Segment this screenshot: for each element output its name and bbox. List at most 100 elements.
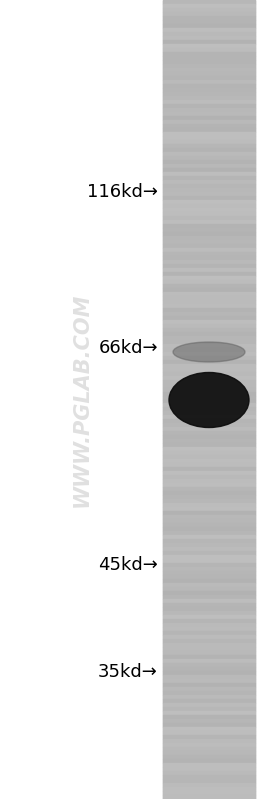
Bar — [163, 795, 255, 799]
Bar — [163, 659, 255, 663]
Bar — [163, 491, 255, 495]
Bar — [163, 376, 255, 380]
Bar — [163, 224, 255, 228]
Bar — [163, 328, 255, 332]
Bar — [163, 52, 255, 56]
Bar — [163, 535, 255, 539]
Bar — [163, 228, 255, 232]
Bar — [163, 400, 255, 403]
Text: WWW.PGLAB.COM: WWW.PGLAB.COM — [72, 292, 92, 507]
Bar — [163, 364, 255, 368]
Bar — [163, 751, 255, 755]
Bar — [163, 48, 255, 52]
Bar — [163, 451, 255, 455]
Bar — [163, 471, 255, 475]
Bar — [163, 272, 255, 276]
Bar — [163, 132, 255, 136]
Bar — [163, 140, 255, 144]
Bar — [163, 567, 255, 571]
Bar — [163, 268, 255, 272]
Bar — [163, 459, 255, 463]
Bar — [163, 455, 255, 459]
Bar — [163, 467, 255, 471]
Ellipse shape — [169, 372, 249, 427]
Bar — [163, 84, 255, 88]
Bar — [163, 423, 255, 427]
Bar — [163, 164, 255, 168]
Bar — [163, 392, 255, 396]
Bar — [163, 124, 255, 128]
Bar — [163, 396, 255, 400]
Bar — [163, 104, 255, 108]
Text: 116kd→: 116kd→ — [87, 183, 158, 201]
Bar — [163, 723, 255, 727]
Bar — [163, 427, 255, 431]
Bar — [163, 411, 255, 415]
Bar — [163, 296, 255, 300]
Bar — [163, 360, 255, 364]
Bar — [163, 336, 255, 340]
Bar — [163, 288, 255, 292]
Bar — [163, 691, 255, 695]
Bar — [163, 196, 255, 200]
Bar — [163, 783, 255, 787]
Bar — [163, 503, 255, 507]
Bar — [163, 767, 255, 771]
Bar — [163, 160, 255, 164]
Bar — [163, 348, 255, 352]
Bar — [163, 731, 255, 735]
Bar — [163, 100, 255, 104]
Bar — [163, 40, 255, 44]
Bar — [163, 523, 255, 527]
Bar — [163, 292, 255, 296]
Bar — [163, 168, 255, 172]
Bar — [163, 747, 255, 751]
Bar — [163, 316, 255, 320]
Text: 45kd→: 45kd→ — [98, 556, 158, 574]
Bar — [163, 519, 255, 523]
Bar — [163, 403, 255, 407]
Bar — [163, 703, 255, 707]
Bar — [163, 284, 255, 288]
Bar — [163, 571, 255, 575]
Bar — [163, 499, 255, 503]
Bar — [163, 344, 255, 348]
Bar — [163, 144, 255, 148]
Bar — [163, 280, 255, 284]
Bar — [163, 543, 255, 547]
Bar — [163, 439, 255, 443]
Bar — [163, 563, 255, 567]
Bar — [163, 555, 255, 559]
Bar — [163, 72, 255, 76]
Bar — [163, 248, 255, 252]
Bar — [163, 775, 255, 779]
Bar — [163, 447, 255, 451]
Bar — [163, 591, 255, 595]
Bar — [163, 264, 255, 268]
Bar — [163, 20, 255, 24]
Bar — [163, 200, 255, 204]
Bar — [163, 743, 255, 747]
Bar — [163, 276, 255, 280]
Bar — [163, 0, 255, 4]
Bar — [163, 667, 255, 671]
Bar — [163, 707, 255, 711]
Bar — [163, 300, 255, 304]
Bar — [163, 324, 255, 328]
Bar — [163, 607, 255, 611]
Bar — [163, 643, 255, 647]
Bar — [163, 763, 255, 767]
Bar — [163, 419, 255, 423]
Bar — [163, 727, 255, 731]
Bar — [163, 719, 255, 723]
Bar — [163, 639, 255, 643]
Bar — [163, 431, 255, 435]
Bar — [163, 779, 255, 783]
Bar — [163, 108, 255, 112]
Bar — [163, 635, 255, 639]
Bar — [163, 527, 255, 531]
Bar — [163, 232, 255, 236]
Bar — [163, 388, 255, 392]
Bar — [163, 220, 255, 224]
Bar — [163, 320, 255, 324]
